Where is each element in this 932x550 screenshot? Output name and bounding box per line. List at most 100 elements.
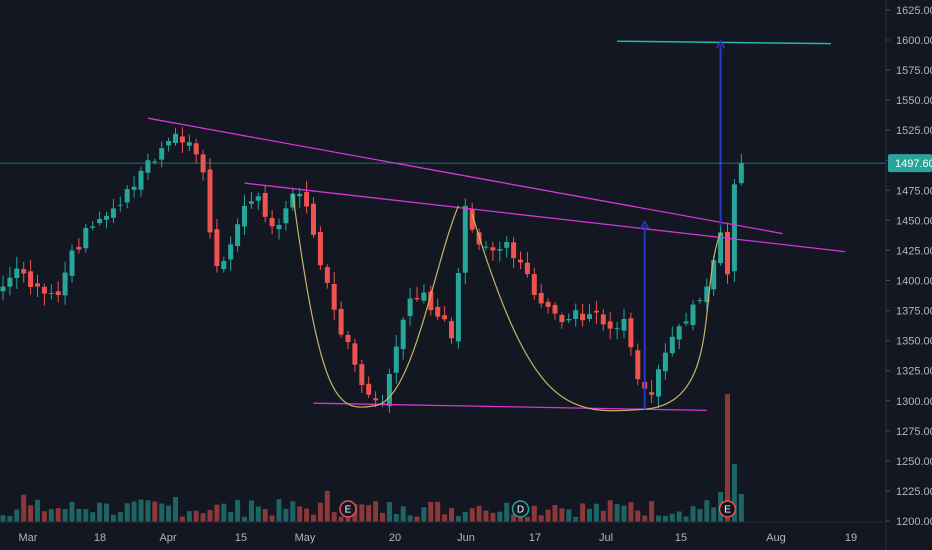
candle-body (152, 161, 158, 163)
volume-bar (110, 514, 116, 522)
candle-body (138, 170, 144, 190)
volume-bar (97, 502, 103, 522)
price-tick-label: 1350.00 (896, 336, 932, 348)
candle-body (173, 133, 178, 143)
candle-body (718, 232, 724, 264)
candle-body (400, 319, 406, 349)
volume-bar (435, 501, 441, 522)
candle-body (276, 224, 282, 230)
price-tick-label: 1225.00 (896, 486, 932, 498)
candle-body (428, 291, 434, 311)
volume-bar (338, 516, 344, 522)
volume-bar (442, 514, 448, 522)
volume-bar (366, 505, 372, 522)
candle-body (331, 284, 337, 310)
volume-bar (214, 504, 220, 522)
candle-body (166, 141, 172, 146)
candle-body (352, 343, 358, 365)
event-marker-label: E (724, 505, 731, 516)
measured-move-arrow-1-head (640, 219, 650, 229)
candle-body (242, 205, 247, 227)
price-tick-label: 1600.00 (896, 35, 932, 47)
volume-bar (593, 503, 599, 522)
measured-move-arrow-2-head (715, 39, 726, 49)
candle-body (0, 286, 6, 292)
time-tick-label: Mar (19, 532, 38, 544)
candlesticks (0, 127, 744, 413)
candle-body (359, 364, 365, 385)
candle-body (97, 218, 103, 224)
volume-bar (28, 505, 34, 522)
volume-bar (676, 511, 682, 522)
candle-body (131, 186, 137, 190)
candle-body (607, 321, 613, 329)
volume-bar (649, 501, 655, 522)
candle-body (711, 260, 717, 290)
event-marker-label: E (345, 505, 352, 516)
price-tick-label: 1200.00 (896, 516, 932, 528)
volume-bar (455, 516, 461, 522)
candle-body (704, 286, 710, 303)
last-price-badge (888, 154, 932, 173)
candle-body (41, 286, 47, 294)
time-tick-label: 18 (94, 532, 106, 544)
volume-bar (614, 504, 620, 522)
candle-body (683, 321, 689, 324)
volume-bar (104, 503, 109, 522)
candle-body (248, 201, 254, 204)
candle-body (566, 319, 572, 321)
volume-bar (228, 512, 234, 522)
neckline-trendline (244, 182, 845, 253)
time-tick-label: Jul (599, 532, 613, 544)
candle-body (435, 306, 441, 317)
time-tick-label: 15 (675, 532, 687, 544)
last-price-label: 1497.60 (895, 158, 932, 170)
candle-body (228, 244, 234, 260)
price-tick-label: 1375.00 (896, 306, 932, 318)
candle-body (725, 231, 730, 275)
price-tick-label: 1450.00 (896, 215, 932, 227)
volume-bar (290, 501, 296, 522)
volume-bar (159, 503, 165, 522)
volume-bar (62, 509, 68, 522)
volume-bar (386, 502, 392, 522)
volume-bar (69, 501, 75, 522)
candle-body (524, 262, 530, 275)
candle-body (662, 352, 668, 372)
candle-body (110, 208, 116, 218)
candle-body (269, 218, 275, 227)
volume-bar (200, 513, 206, 522)
candle-body (214, 229, 220, 267)
candle-body (490, 247, 496, 251)
candle-body (587, 314, 592, 319)
volume-bar (7, 516, 13, 522)
volume-bar (324, 490, 330, 522)
volume-bar (311, 514, 316, 522)
time-tick-label: 15 (235, 532, 247, 544)
price-tick-label: 1300.00 (896, 396, 932, 408)
volume-bar (449, 508, 454, 522)
volume-bar (690, 506, 696, 522)
volume-bar (221, 503, 227, 522)
candle-body (304, 192, 310, 207)
volume-bar (642, 515, 648, 522)
candle-body (14, 268, 20, 278)
volume-bar (269, 515, 275, 522)
volume-bar (76, 508, 82, 522)
volume-bar (600, 510, 606, 522)
candle-body (35, 283, 40, 287)
volume-bar (14, 509, 20, 522)
volume-bar (166, 505, 172, 522)
time-tick-label: May (295, 532, 316, 544)
drawings (0, 39, 886, 412)
price-tick-label: 1275.00 (896, 426, 932, 438)
volume-bar (276, 499, 282, 522)
candle-body (76, 246, 82, 250)
candle-body (469, 208, 475, 230)
candle-body (317, 232, 323, 266)
candle-body (455, 273, 461, 342)
candle-body (338, 308, 344, 335)
volume-bar (621, 505, 627, 522)
